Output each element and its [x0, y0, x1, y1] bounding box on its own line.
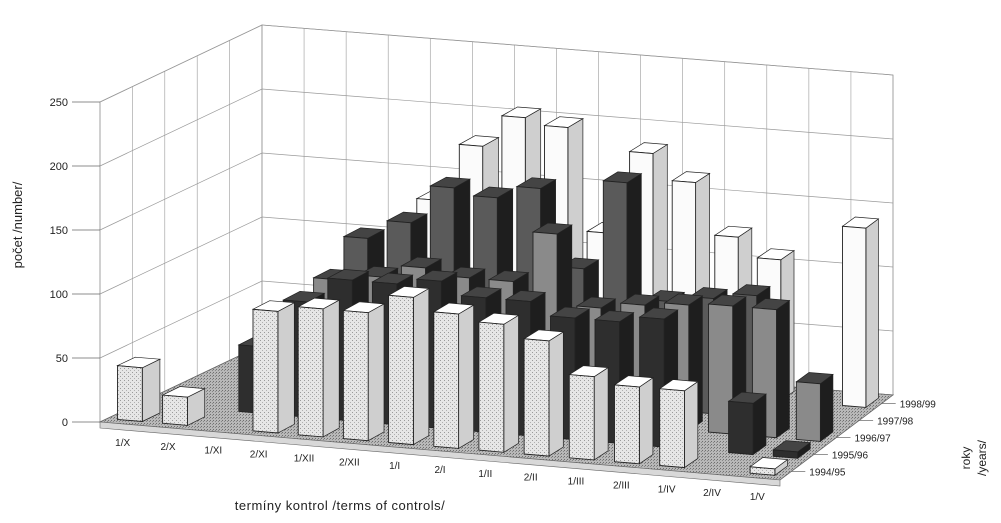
bar-side [141, 358, 161, 423]
x-tick-label: 2/II [524, 473, 538, 484]
bar-side [367, 303, 385, 442]
bar-side [548, 331, 564, 457]
series-label: 1998/99 [900, 400, 937, 411]
bar-side [277, 302, 295, 434]
bar-1995-96-2-IV [727, 391, 767, 456]
series-axis-labels: 1994/95 1995/96 1996/97 1997/98 1998/99 [791, 400, 936, 479]
bar-front [772, 449, 799, 459]
bar-1994-95-1-IV [658, 379, 699, 469]
y-axis-ticks: 0 50 100 150 200 250 [50, 97, 100, 429]
series-label: 1997/98 [877, 417, 914, 428]
bar-1994-95-2-XII [342, 301, 386, 442]
z-axis-label-line1: roky [959, 447, 973, 470]
bar-front [614, 384, 640, 465]
bar-1996-97-1-V [795, 372, 834, 443]
bar-side [593, 366, 609, 461]
z-axis-label-line2: /years/ [975, 439, 989, 476]
bar-front [342, 310, 369, 442]
y-tick-label: 200 [50, 161, 68, 173]
bar-front [795, 381, 821, 442]
y-axis-label: počet /number/ [10, 181, 25, 268]
x-tick-label: 2/XII [339, 457, 360, 468]
bar-side [639, 377, 654, 465]
x-tick-label: 1/I [389, 461, 400, 472]
x-tick-label: 1/XII [294, 453, 315, 464]
bar-front [297, 306, 324, 438]
x-tick-label: 1/V [750, 492, 765, 503]
bar-1994-95-2-I [432, 302, 475, 450]
bar-1994-95-2-XI [251, 300, 296, 434]
bar-1994-95-1-III [568, 365, 610, 461]
x-tick-label: 1/III [568, 477, 585, 488]
bar-front [749, 466, 776, 476]
bar-1994-95-1-I [387, 286, 430, 446]
bar-1998-99-1-V [841, 216, 880, 409]
bar-1994-95-1-X [116, 356, 162, 423]
y-tick-label: 100 [50, 289, 68, 301]
bar-side [752, 393, 767, 456]
y-tick-label: 250 [50, 97, 68, 109]
series-label: 1994/95 [809, 468, 846, 479]
bar-side [503, 314, 519, 453]
series-label: 1996/97 [855, 434, 892, 445]
bar-front [728, 400, 754, 456]
bar-side [820, 373, 834, 443]
x-tick-label: 1/XI [204, 446, 222, 457]
bar-front [708, 303, 734, 435]
y-tick-label: 50 [56, 353, 68, 365]
bar-front [478, 321, 505, 453]
bar-side [458, 304, 474, 450]
bar-front [659, 388, 685, 469]
bar-side [322, 299, 340, 438]
bar-side [684, 380, 699, 469]
x-tick-label: 2/I [434, 465, 445, 476]
y-tick-label: 0 [62, 417, 68, 429]
x-tick-label: 1/II [478, 469, 492, 480]
bars [116, 106, 880, 476]
bar-front [252, 308, 279, 434]
bar-front [117, 365, 143, 422]
bar-front [842, 225, 867, 408]
floor-edge [99, 421, 781, 487]
bar-side [413, 287, 430, 446]
x-tick-label: 2/X [160, 442, 175, 453]
bar-1994-95-1-V [749, 457, 789, 476]
bar-1994-95-2-III [613, 375, 654, 465]
bar-side [776, 299, 790, 439]
series-label: 1995/96 [832, 451, 869, 462]
bar-front [523, 338, 550, 457]
bar-1994-95-1-II [477, 312, 520, 453]
bar-front [162, 394, 188, 426]
x-tick-label: 1/IV [658, 484, 676, 495]
bar-side [865, 218, 879, 409]
bar-1995-96-1-V [772, 440, 812, 459]
x-tick-label: 2/III [613, 480, 630, 491]
bar-front [388, 294, 414, 446]
bar-1994-95-2-II [523, 329, 565, 457]
x-tick-label: 2/XI [250, 450, 268, 461]
x-tick-label: 2/IV [703, 488, 721, 499]
bar-front [568, 374, 595, 461]
bar-front [433, 311, 460, 449]
bar-1994-95-1-XII [296, 297, 341, 438]
x-tick-label: 1/X [115, 438, 130, 449]
x-axis-ticks: 1/X 2/X 1/XI 2/XI 1/XII 2/XII 1/I 2/I 1/II 2/II 1/… [115, 438, 765, 503]
y-tick-label: 150 [50, 225, 68, 237]
x-axis-label: termíny kontrol /terms of controls/ [235, 498, 445, 513]
bar-1994-95-2-X [161, 386, 206, 426]
